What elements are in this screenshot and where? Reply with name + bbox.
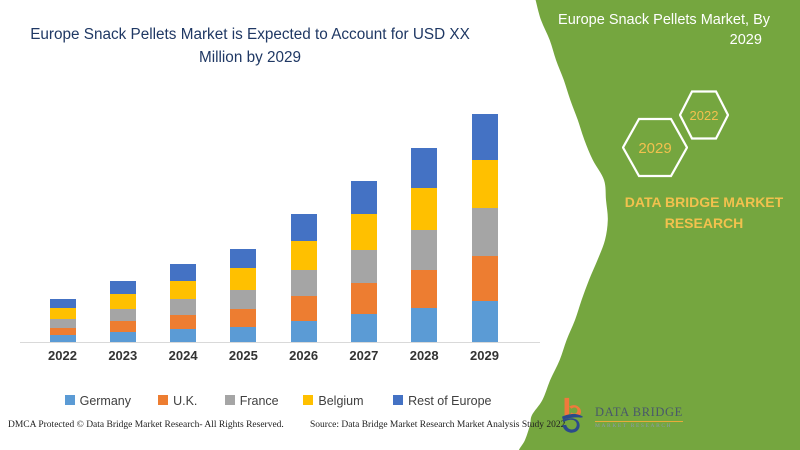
svg-text:2022: 2022 xyxy=(690,108,719,123)
svg-text:2029: 2029 xyxy=(638,140,671,157)
